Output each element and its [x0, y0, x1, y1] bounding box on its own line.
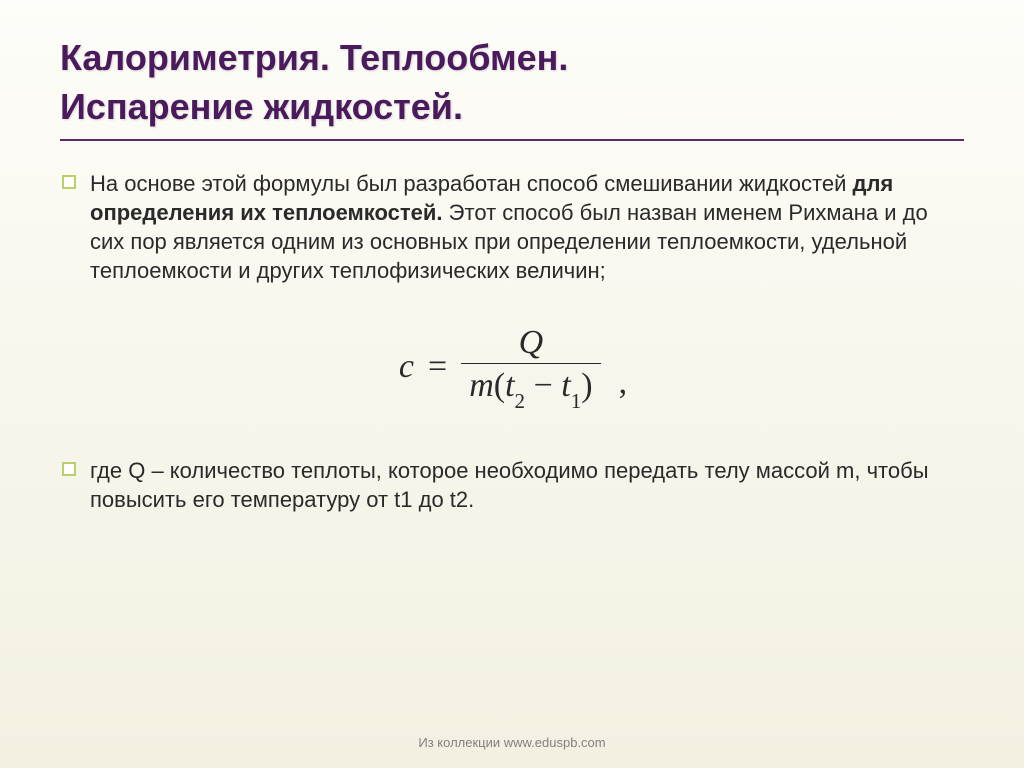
- heat-capacity-formula: c = Q m(t2 − t1) ,: [399, 325, 627, 408]
- title-line-1: Калориметрия. Теплообмен.: [60, 37, 568, 78]
- formula-numerator: Q: [507, 325, 556, 363]
- bullet-item-2: где Q – количество теплоты, которое необ…: [62, 456, 964, 514]
- slide-container: Калориметрия. Теплообмен. Испарение жидк…: [0, 0, 1024, 768]
- formula-block: c = Q m(t2 − t1) ,: [62, 325, 964, 408]
- formula-trailing: ,: [615, 364, 628, 408]
- den-t2-base: t: [505, 367, 514, 404]
- para1-pre: На основе этой формулы был разработан сп…: [90, 171, 852, 196]
- bullet-item-1: На основе этой формулы был разработан сп…: [62, 169, 964, 285]
- slide-title: Калориметрия. Теплообмен. Испарение жидк…: [60, 34, 964, 131]
- footer-attribution: Из коллекции www.eduspb.com: [0, 735, 1024, 750]
- den-t2-sub: 2: [515, 389, 526, 413]
- den-t1-sub: 1: [571, 389, 582, 413]
- title-line-2: Испарение жидкостей.: [60, 86, 463, 127]
- den-t1-base: t: [561, 367, 570, 404]
- formula-denominator: m(t2 − t1): [461, 363, 600, 408]
- formula-lhs: c: [399, 348, 414, 386]
- paragraph-2: где Q – количество теплоты, которое необ…: [90, 456, 964, 514]
- formula-eq: =: [428, 348, 447, 386]
- paragraph-1: На основе этой формулы был разработан сп…: [90, 169, 964, 285]
- den-open: (: [494, 367, 505, 404]
- slide-body: На основе этой формулы был разработан сп…: [60, 169, 964, 514]
- den-minus: −: [525, 367, 561, 404]
- square-bullet-icon: [62, 175, 76, 189]
- den-close: ): [581, 367, 592, 404]
- square-bullet-icon: [62, 462, 76, 476]
- den-m: m: [469, 367, 494, 404]
- title-underline: [60, 139, 964, 141]
- formula-fraction: Q m(t2 − t1): [461, 325, 600, 408]
